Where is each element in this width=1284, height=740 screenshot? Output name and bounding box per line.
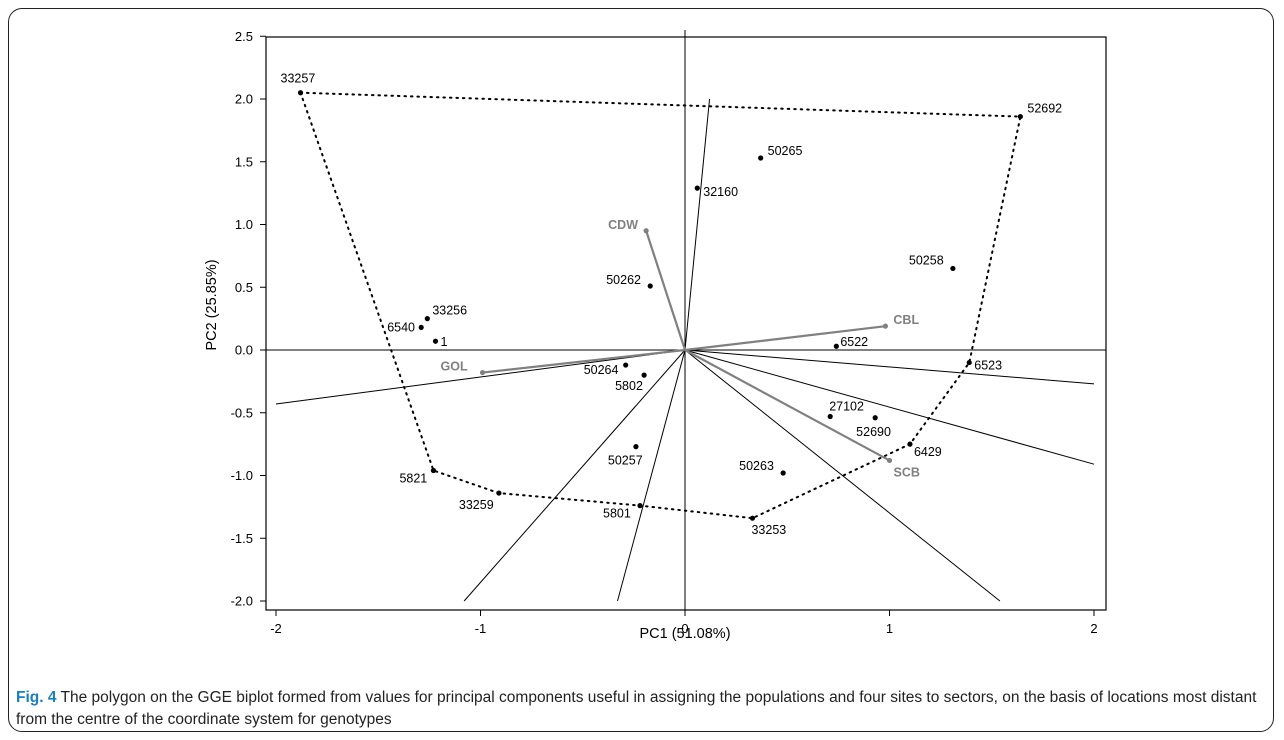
genotype-point-33259 [496,490,502,496]
sector-ray [684,349,1095,385]
genotype-label-5801: 5801 [603,507,631,521]
y-tick-label: 2.5 [235,29,253,44]
genotype-point-52692 [1017,113,1023,120]
env-label-gol: GOL [441,360,468,374]
genotype-label-33257: 33257 [281,72,316,86]
x-tick-label: -2 [270,621,282,636]
caption-label: Fig. 4 [16,689,57,706]
env-marker-scb [886,457,893,464]
y-tick-label: 1.0 [235,217,253,232]
y-tick-label: -1.5 [231,531,253,546]
sector-ray [463,349,686,602]
x-tick-label: 0 [681,621,688,636]
genotype-label-5821: 5821 [399,471,427,485]
genotype-point-6523 [966,359,972,366]
env-label-cdw: CDW [608,218,638,232]
genotype-label-50263: 50263 [739,459,774,473]
env-label-cbl: CBL [893,313,919,327]
genotype-label-50257: 50257 [608,454,643,468]
y-tick-label: 0.5 [235,280,253,295]
genotype-point-50264 [623,362,629,368]
genotype-point-5802 [641,372,647,378]
genotype-label-1: 1 [441,335,448,349]
figure-caption: Fig. 4 The polygon on the GGE biplot for… [16,687,1272,731]
genotype-point-32160 [694,185,700,191]
genotype-label-50262: 50262 [606,273,641,287]
genotype-point-50258 [950,265,956,272]
env-vector-gol [482,348,686,374]
genotype-label-52692: 52692 [1027,102,1062,116]
genotype-point-5821 [430,467,437,474]
figure-frame [8,8,1274,732]
genotype-point-50262 [647,283,653,289]
y-tick-label: 0.0 [235,343,253,358]
env-marker-cbl [882,323,889,329]
sector-ray [275,349,686,405]
env-vector-scb [684,349,891,462]
genotype-label-33256: 33256 [432,304,467,318]
genotype-label-6429: 6429 [914,445,942,459]
caption-text: The polygon on the GGE biplot formed fro… [16,689,1257,728]
genotype-point-52690 [872,415,878,421]
genotype-point-6540 [418,324,424,331]
genotype-label-33259: 33259 [459,498,494,512]
y-tick-label: 2.0 [235,92,253,107]
genotype-label-33253: 33253 [751,523,786,537]
sector-ray [684,349,1001,602]
y-axis-label: PC2 (25.85%) [204,259,220,350]
genotype-label-52690: 52690 [856,425,891,439]
genotype-point-33257 [297,90,304,96]
genotype-label-6540: 6540 [387,320,415,334]
x-tick-label: 2 [1090,621,1097,636]
genotype-label-5802: 5802 [615,379,643,393]
x-axis-label: PC1 (51.08%) [639,626,730,642]
genotype-label-50264: 50264 [584,363,619,377]
genotype-point-6522 [833,343,839,349]
x-tick-label: -1 [475,621,487,636]
genotype-point-5801 [637,503,643,509]
genotype-point-6429 [907,441,913,447]
env-marker-gol [479,369,486,376]
y-tick-label: -2.0 [231,594,253,609]
genotype-point-27102 [827,413,833,420]
env-vector-cdw [645,230,687,351]
sector-ray [684,98,711,351]
genotype-point-1 [432,338,439,344]
genotype-point-50265 [758,155,764,161]
env-vector-cbl [684,325,886,352]
y-tick-label: -0.5 [231,405,253,420]
genotype-label-6522: 6522 [840,335,868,349]
gge-biplot: CDW CBL GOL SCB 33257 52692 50265 32160 50258 50… [204,29,1107,642]
genotype-label-6523: 6523 [974,359,1002,373]
env-label-scb: SCB [894,465,920,479]
sector-ray [684,349,1095,465]
env-marker-cdw [643,228,649,234]
x-tick-label: 1 [886,621,893,636]
genotype-label-27102: 27102 [829,400,864,414]
sector-ray [617,349,686,602]
genotype-point-50257 [633,444,639,450]
genotype-point-50263 [780,470,786,476]
genotype-label-32160: 32160 [703,185,738,199]
y-tick-label: -1.0 [231,468,253,483]
genotype-point-33253 [749,515,756,521]
genotype-label-50258: 50258 [909,253,944,267]
genotype-point-33256 [424,316,430,322]
plot-area [265,36,1107,611]
y-tick-label: 1.5 [235,154,253,169]
genotype-label-50265: 50265 [768,144,803,158]
biplot-polygon [299,91,1022,520]
